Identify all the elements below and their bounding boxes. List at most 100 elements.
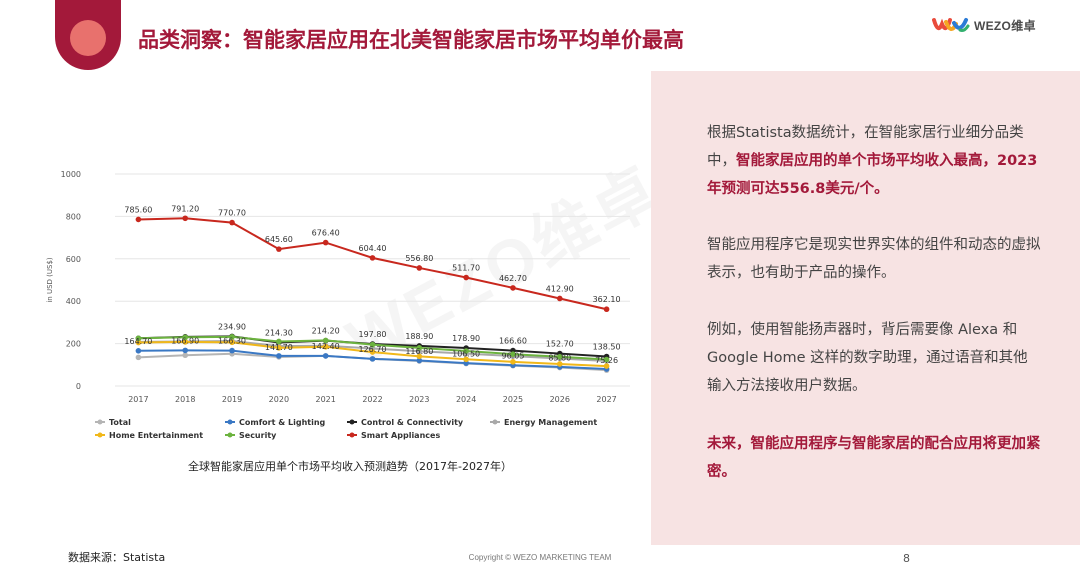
legend-marker (349, 419, 355, 425)
chart-svg: 0 200 400 600 800 1000 in USD (US$) 2017 2018 201… (46, 170, 630, 440)
data-point (603, 363, 610, 369)
data-point (416, 345, 423, 351)
data-point (416, 357, 423, 364)
series-line (138, 217, 607, 311)
legend-label: Smart Appliances (361, 431, 440, 440)
data-point (463, 274, 469, 281)
data-point (556, 353, 563, 360)
y-tick-label: 0 (76, 382, 81, 391)
data-label: 106.50 (452, 350, 480, 359)
data-label: 96.05 (502, 352, 525, 361)
data-point (463, 348, 469, 354)
legend-label: Home Entertainment (109, 431, 203, 440)
insight-paragraph-4: 未来，智能应用程序与智能家居的配合应用将更加紧密。 (707, 436, 1041, 480)
data-point (276, 338, 282, 345)
footer-copyright: Copyright © WEZO MARKETING TEAM (468, 553, 612, 562)
y-tick-label: 800 (66, 212, 81, 221)
data-label: 141.70 (265, 343, 293, 352)
data-label: 142.40 (312, 342, 340, 351)
data-point (556, 361, 563, 367)
data-point (182, 334, 189, 341)
x-tick-label: 2026 (550, 395, 570, 404)
legend-label: Comfort & Lighting (239, 418, 326, 427)
data-label: 152.70 (546, 340, 574, 349)
insight-paragraph-2: 智能应用程序它是现实世界实体的组件和动态的虚拟表示，也有助于产品的操作。 (707, 237, 1041, 281)
header-tab-decoration (55, 0, 121, 70)
insight-paragraph-3: 例如，使用智能扬声器时，背后需要像 Alexa 和 Google Home 这样… (707, 322, 1028, 394)
page-title: 品类洞察：智能家居应用在北美智能家居市场平均单价最高 (138, 28, 684, 52)
data-label: 85.80 (548, 354, 571, 363)
data-label: 126.70 (359, 345, 387, 354)
data-point (182, 339, 189, 345)
data-point (369, 341, 376, 348)
data-point (182, 347, 189, 354)
data-label: 785.60 (124, 205, 152, 214)
logo-text: WEZO维卓 (974, 18, 1036, 33)
data-label: 116.80 (405, 347, 433, 356)
data-label: 770.70 (218, 209, 246, 218)
data-label: 604.40 (359, 244, 387, 253)
x-tick-label: 2019 (222, 395, 242, 404)
data-point (276, 353, 282, 359)
legend-marker (97, 432, 103, 438)
data-point (510, 359, 516, 365)
data-point (182, 352, 189, 359)
x-tick-label: 2027 (596, 395, 616, 404)
data-point (229, 219, 235, 226)
legend-label: Total (109, 418, 131, 427)
legend-marker (97, 419, 103, 425)
data-label: 362.10 (593, 295, 621, 304)
data-label: 166.90 (171, 336, 199, 345)
header-dot (70, 20, 106, 56)
y-tick-label: 1000 (61, 170, 81, 179)
data-label: 556.80 (405, 254, 433, 263)
data-label: 511.70 (452, 264, 480, 273)
legend-label: Energy Management (504, 418, 597, 427)
data-point (135, 335, 142, 342)
data-label: 166.60 (499, 337, 527, 346)
y-tick-label: 600 (66, 255, 81, 264)
data-point (135, 354, 142, 361)
brand-logo: WEZO维卓 (932, 13, 1036, 37)
x-tick-label: 2018 (175, 395, 195, 404)
legend-marker (492, 419, 498, 425)
data-label: 197.80 (359, 330, 387, 339)
data-label: 791.20 (171, 204, 199, 213)
data-point (182, 215, 189, 222)
data-point (369, 356, 376, 362)
data-point (416, 265, 423, 271)
legend-label: Security (239, 431, 277, 440)
data-label: 214.20 (312, 327, 340, 336)
data-label: 166.30 (218, 337, 246, 346)
data-point (369, 255, 376, 261)
data-point (463, 356, 469, 363)
insight-p1-text: 根据Statista数据统计，在智能家居行业细分品类中， (707, 125, 1024, 169)
x-tick-label: 2023 (409, 395, 429, 404)
data-point (276, 246, 282, 252)
data-point (322, 343, 329, 350)
data-label: 75.26 (595, 356, 618, 365)
data-point (322, 239, 329, 246)
data-point (135, 339, 142, 346)
x-tick-label: 2017 (128, 395, 148, 404)
data-point (603, 356, 610, 363)
insight-p1-highlight: 智能家居应用的单个市场平均收入最高，2023年预测可达556.8美元/个。 (707, 153, 1038, 197)
x-tick-label: 2020 (269, 395, 289, 404)
data-point (276, 345, 282, 351)
x-tick-label: 2024 (456, 395, 476, 404)
data-label: 412.90 (546, 284, 574, 293)
wezo-logo-icon (932, 18, 970, 32)
data-label: 188.90 (405, 332, 433, 341)
data-point (603, 306, 610, 313)
legend-label: Control & Connectivity (361, 418, 464, 427)
x-tick-label: 2022 (362, 395, 382, 404)
page-number: 8 (903, 552, 910, 565)
data-point (135, 348, 142, 354)
footer-source: 数据来源：Statista (68, 551, 166, 564)
data-label: 645.60 (265, 235, 293, 244)
data-point (369, 349, 376, 355)
data-point (135, 216, 142, 223)
data-point (229, 334, 235, 340)
data-label: 234.90 (218, 322, 246, 331)
data-label: 676.40 (312, 229, 340, 238)
